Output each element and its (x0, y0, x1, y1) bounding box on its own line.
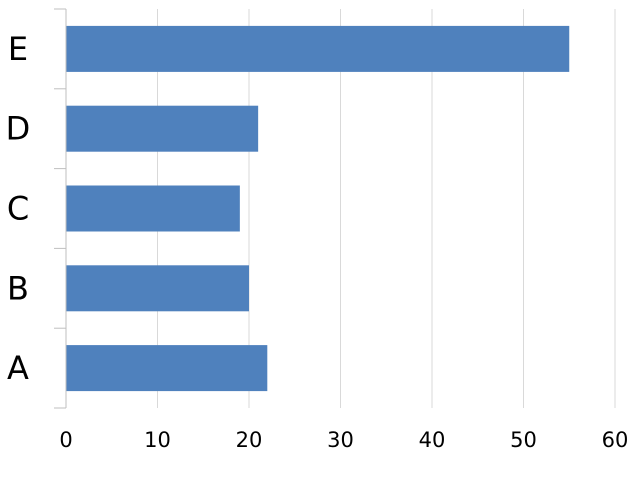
bars (66, 25, 570, 392)
category-label-E: E (8, 30, 28, 68)
x-tick-label-60: 60 (602, 428, 629, 452)
bar-D (66, 105, 259, 152)
category-label-B: B (7, 269, 29, 307)
x-tick-label-0: 0 (59, 428, 72, 452)
bar-B (66, 265, 249, 312)
category-label-C: C (7, 190, 29, 228)
x-tick-label-20: 20 (236, 428, 263, 452)
axes (54, 8, 67, 409)
category-label-D: D (6, 110, 31, 148)
labels: A B C D E 0 10 20 30 40 50 60 (6, 30, 629, 452)
category-label-A: A (7, 349, 29, 387)
x-tick-label-30: 30 (327, 428, 354, 452)
x-tick-label-10: 10 (144, 428, 171, 452)
bar-C (66, 185, 240, 232)
bar-E (66, 25, 570, 72)
grid-lines (157, 9, 616, 408)
x-tick-label-50: 50 (510, 428, 537, 452)
x-tick-label-40: 40 (419, 428, 446, 452)
bar-A (66, 345, 268, 392)
